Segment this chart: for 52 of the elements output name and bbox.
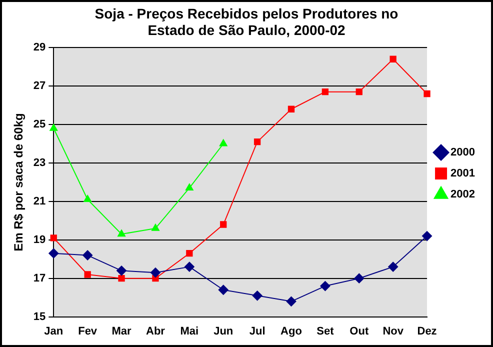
point [354,273,364,284]
point [220,221,227,228]
point [84,271,91,278]
point [118,275,125,282]
x-tick-label: Nov [382,325,404,338]
x-tick-label: Dez [417,325,438,338]
point [424,90,430,98]
point [150,268,160,278]
point [48,248,59,258]
legend-label: 2000 [450,146,476,159]
x-tick-label: Jun [214,325,234,338]
point [219,139,228,146]
point [218,284,228,295]
point [288,106,295,112]
point [254,138,261,146]
legend-label: 2002 [450,188,476,201]
y-tick-label: 29 [33,42,46,54]
chart-title: Soja - Preços Recebidos pelos Produtores no Estado de São Paulo, 2000-02 [94,5,398,38]
point [186,250,193,257]
x-tick-label: Mar [112,325,132,338]
point [286,296,296,306]
point [84,195,92,202]
x-tick-label: Set [316,325,334,338]
point [322,88,329,96]
y-tick-label: 23 [33,157,46,170]
y-tick-label: 15 [33,310,46,323]
y-tick-label: 27 [33,80,46,92]
x-tick-label: Out [350,325,369,338]
point [184,262,194,272]
point [320,281,330,292]
legend-label: 2001 [450,168,476,180]
y-tick-label: 25 [33,118,46,131]
y-tick-label: 19 [33,234,46,246]
x-tick-label: Ago [280,325,302,338]
y-tick-label: 17 [33,272,46,284]
x-tick-label: Jul [249,325,266,338]
x-tick-label: Mai [180,325,199,338]
point [390,56,396,62]
point [118,230,126,237]
x-tick-label: Jan [44,325,64,338]
point [356,88,362,96]
point [422,231,432,242]
point [252,290,262,301]
y-tick-label: 21 [33,195,46,208]
point [185,183,194,190]
x-tick-label: Fev [78,325,98,338]
point [152,224,160,231]
y-axis-title: Em R$ por saca de 60kg [12,113,26,252]
x-tick-label: Abr [146,325,166,338]
point [116,266,127,276]
point [82,250,93,260]
point [388,262,398,272]
